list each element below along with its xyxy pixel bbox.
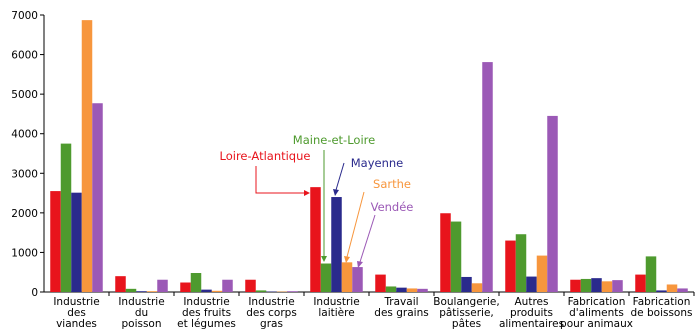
bar: [310, 187, 321, 292]
bar: [71, 192, 82, 292]
bar: [406, 288, 418, 292]
category-label: Industrie des fruits et légumes: [177, 296, 236, 329]
arrowhead-vendee: [357, 261, 363, 268]
y-tick-label: 7000: [11, 10, 38, 22]
bar: [92, 103, 103, 293]
series-label-mayenne: Mayenne: [351, 156, 404, 170]
bar: [190, 273, 202, 292]
bar: [645, 256, 657, 292]
category-label: Industrie du poisson: [118, 296, 164, 329]
arrow-loire-atlantique: [255, 166, 304, 194]
category-label: Industrie des viandes: [53, 296, 99, 329]
category-label: Fabrication de boissons: [631, 296, 693, 319]
bar: [635, 274, 646, 292]
bar: [352, 267, 363, 292]
arrowhead-loire-atlantique: [304, 190, 310, 196]
bar: [417, 288, 428, 292]
bar: [180, 282, 191, 292]
category-label: Autres produits alimentaires: [499, 296, 564, 329]
bar: [287, 291, 298, 292]
bar: [341, 262, 353, 292]
bar: [396, 287, 407, 292]
arrow-vendee: [359, 214, 376, 263]
bar: [536, 255, 548, 292]
bar: [482, 62, 493, 293]
category-label: Boulangerie, pâtisserie, pâtes: [433, 296, 499, 329]
bar: [222, 279, 233, 292]
bar: [471, 283, 483, 292]
bar: [666, 284, 678, 292]
bar: [570, 279, 581, 292]
bar: [211, 290, 223, 292]
bar: [375, 274, 386, 292]
category-label: Fabrication d'aliments pour animaux: [560, 296, 633, 329]
y-tick-label: 5000: [11, 89, 38, 101]
bar: [656, 290, 667, 292]
bar: [125, 288, 137, 292]
bar: [320, 263, 332, 292]
bars: [50, 20, 688, 293]
bar: [115, 276, 126, 292]
bar: [255, 290, 267, 292]
category-label: Industrie des corps gras: [246, 296, 297, 329]
bar: [50, 191, 61, 292]
bar: [580, 278, 592, 292]
y-tick-label: 0: [31, 287, 38, 299]
category-label: Travail des grains: [374, 296, 428, 319]
bar: [601, 281, 613, 292]
arrowhead-maine-et-loire: [321, 256, 327, 262]
bar: [591, 278, 602, 292]
bar: [547, 115, 558, 292]
arrow-sarthe: [346, 191, 365, 258]
bar: [136, 291, 147, 292]
bar: [157, 279, 168, 292]
series-label-loire-atlantique: Loire-Atlantique: [220, 149, 311, 163]
bar: [60, 143, 72, 292]
bar: [440, 213, 451, 292]
bar: [450, 221, 462, 292]
bar: [245, 279, 256, 292]
series-annotations: Loire-Atlantique Maine-et-Loire Mayenne …: [220, 133, 414, 268]
y-tick-label: 2000: [11, 208, 38, 220]
axes: 0 1000 2000 3000 4000 5000 6000 7000: [11, 10, 695, 299]
y-tick-label: 3000: [11, 168, 38, 180]
bar: [201, 289, 212, 292]
series-label-maine-et-loire: Maine-et-Loire: [293, 133, 375, 147]
y-tick-label: 6000: [11, 50, 38, 62]
y-tick-label: 1000: [11, 247, 38, 259]
bar: [526, 276, 537, 292]
bar: [461, 276, 472, 292]
bar: [146, 291, 158, 292]
arrowhead-mayenne: [333, 189, 339, 196]
bar: [515, 234, 527, 292]
arrowhead-sarthe: [344, 256, 350, 263]
bar: [81, 20, 93, 292]
bar: [505, 240, 516, 292]
bar: [612, 280, 623, 292]
category-labels: Industrie des viandes Industrie du poisson Ind…: [53, 296, 692, 329]
series-label-vendee: Vendée: [371, 200, 414, 214]
bar: [385, 286, 397, 292]
y-tick-label: 4000: [11, 129, 38, 141]
category-label: Industrie laitière: [313, 296, 359, 319]
bar: [331, 197, 342, 292]
bar: [677, 288, 688, 292]
series-label-sarthe: Sarthe: [373, 177, 411, 191]
arrow-mayenne: [335, 162, 345, 191]
